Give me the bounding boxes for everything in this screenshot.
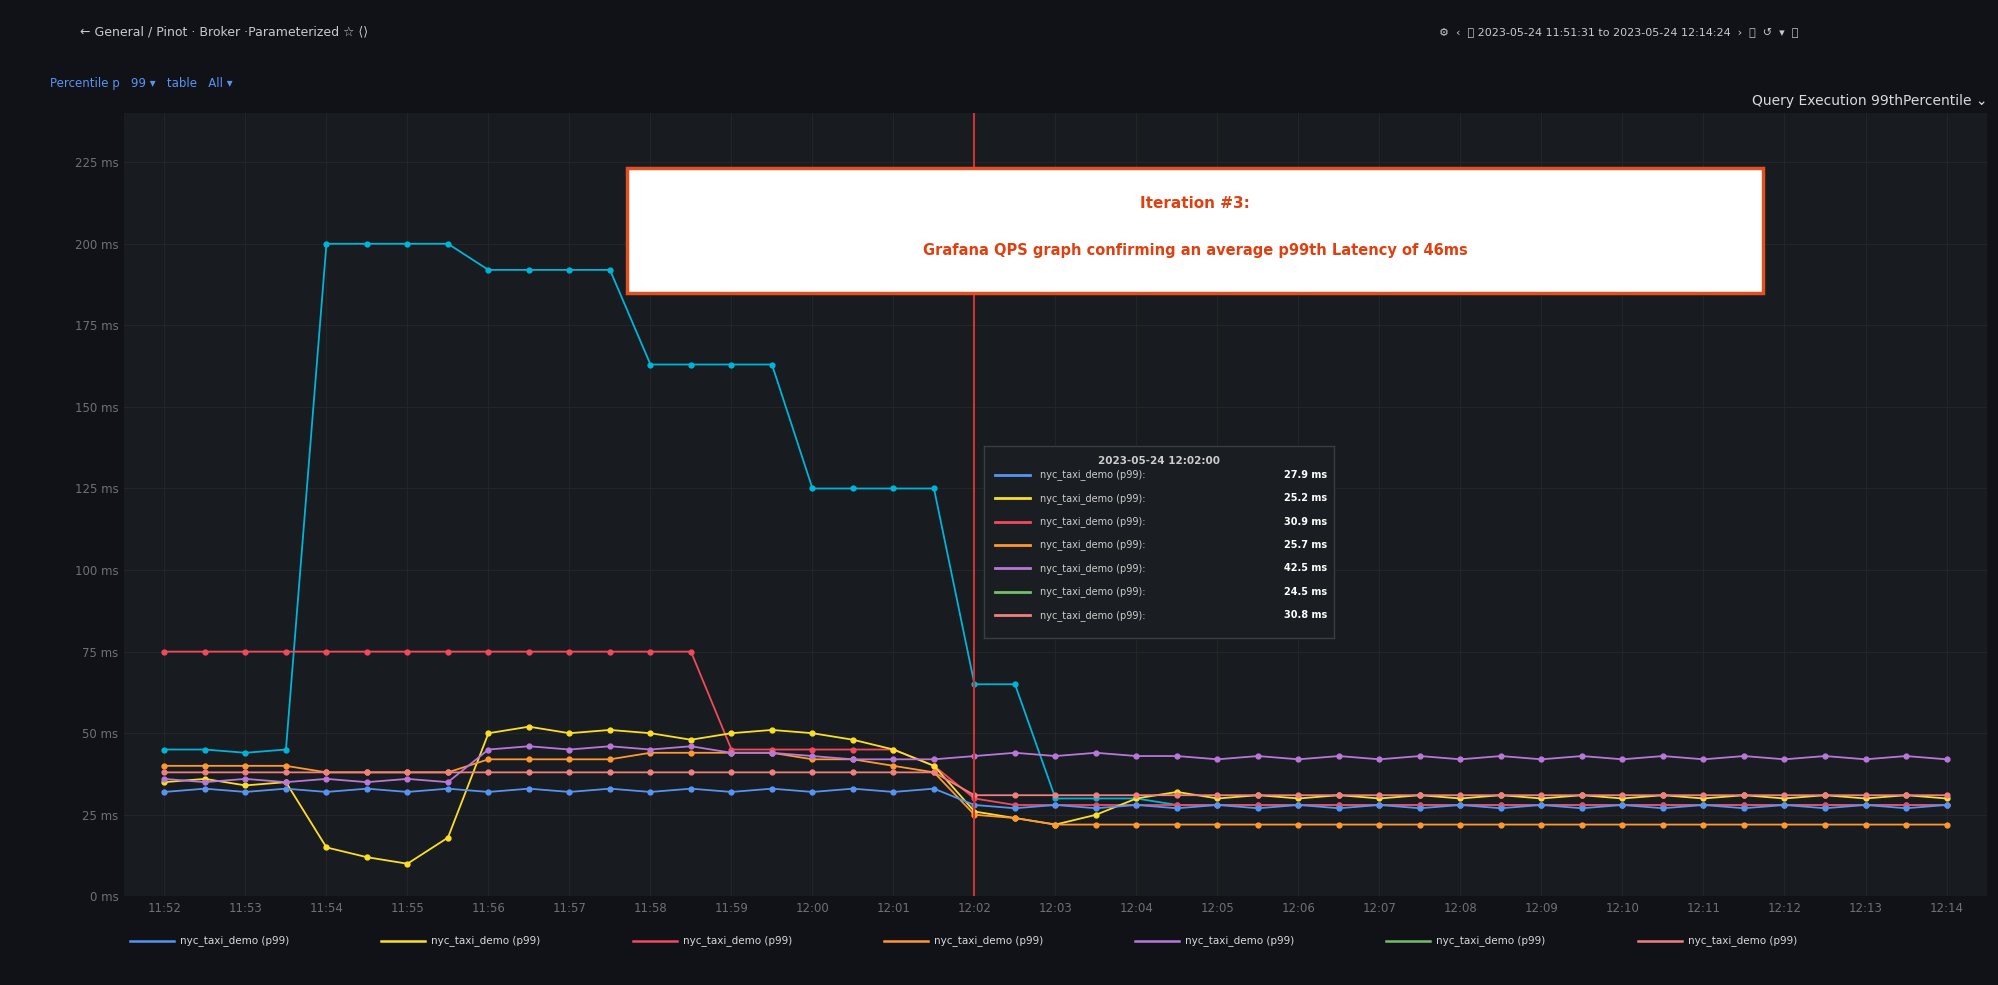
Text: nyc_taxi_demo (p99): nyc_taxi_demo (p99) <box>681 935 791 947</box>
Text: nyc_taxi_demo (p99):: nyc_taxi_demo (p99): <box>1039 540 1145 551</box>
Text: Iteration #3:: Iteration #3: <box>1139 196 1249 211</box>
Text: 24.5 ms: 24.5 ms <box>1283 587 1327 597</box>
Text: nyc_taxi_demo (p99): nyc_taxi_demo (p99) <box>1686 935 1796 947</box>
Text: nyc_taxi_demo (p99): nyc_taxi_demo (p99) <box>933 935 1043 947</box>
Text: 25.7 ms: 25.7 ms <box>1283 540 1327 550</box>
Text: 27.9 ms: 27.9 ms <box>1283 470 1327 480</box>
Text: ⚙  ‹  🕐 2023-05-24 11:51:31 to 2023-05-24 12:14:24  ›  🔍  ↺  ▾  🖥: ⚙ ‹ 🕐 2023-05-24 11:51:31 to 2023-05-24 … <box>1439 27 1798 37</box>
Text: 42.5 ms: 42.5 ms <box>1283 563 1327 573</box>
Text: ← General / Pinot · Broker ·Parameterized ☆ ⟨⟩: ← General / Pinot · Broker ·Parameterize… <box>80 26 368 38</box>
Text: nyc_taxi_demo (p99):: nyc_taxi_demo (p99): <box>1039 610 1145 621</box>
Text: nyc_taxi_demo (p99):: nyc_taxi_demo (p99): <box>1039 563 1145 574</box>
Text: 2023-05-24 12:02:00: 2023-05-24 12:02:00 <box>1097 456 1219 467</box>
FancyBboxPatch shape <box>627 168 1762 294</box>
Text: nyc_taxi_demo (p99): nyc_taxi_demo (p99) <box>180 935 290 947</box>
Text: nyc_taxi_demo (p99): nyc_taxi_demo (p99) <box>432 935 539 947</box>
Text: nyc_taxi_demo (p99): nyc_taxi_demo (p99) <box>1185 935 1295 947</box>
Text: 25.2 ms: 25.2 ms <box>1283 493 1327 503</box>
Text: 30.9 ms: 30.9 ms <box>1283 516 1327 527</box>
Text: nyc_taxi_demo (p99): nyc_taxi_demo (p99) <box>1437 935 1544 947</box>
Text: Query Execution 99thPercentile ⌄: Query Execution 99thPercentile ⌄ <box>1750 94 1986 108</box>
Text: 30.8 ms: 30.8 ms <box>1283 611 1327 621</box>
Text: Grafana QPS graph confirming an average p99th Latency of 46ms: Grafana QPS graph confirming an average … <box>923 243 1467 258</box>
Text: nyc_taxi_demo (p99):: nyc_taxi_demo (p99): <box>1039 516 1145 527</box>
Text: Percentile p   99 ▾   table   All ▾: Percentile p 99 ▾ table All ▾ <box>50 77 232 91</box>
Text: nyc_taxi_demo (p99):: nyc_taxi_demo (p99): <box>1039 586 1145 597</box>
Text: nyc_taxi_demo (p99):: nyc_taxi_demo (p99): <box>1039 492 1145 503</box>
Text: nyc_taxi_demo (p99):: nyc_taxi_demo (p99): <box>1039 469 1145 480</box>
